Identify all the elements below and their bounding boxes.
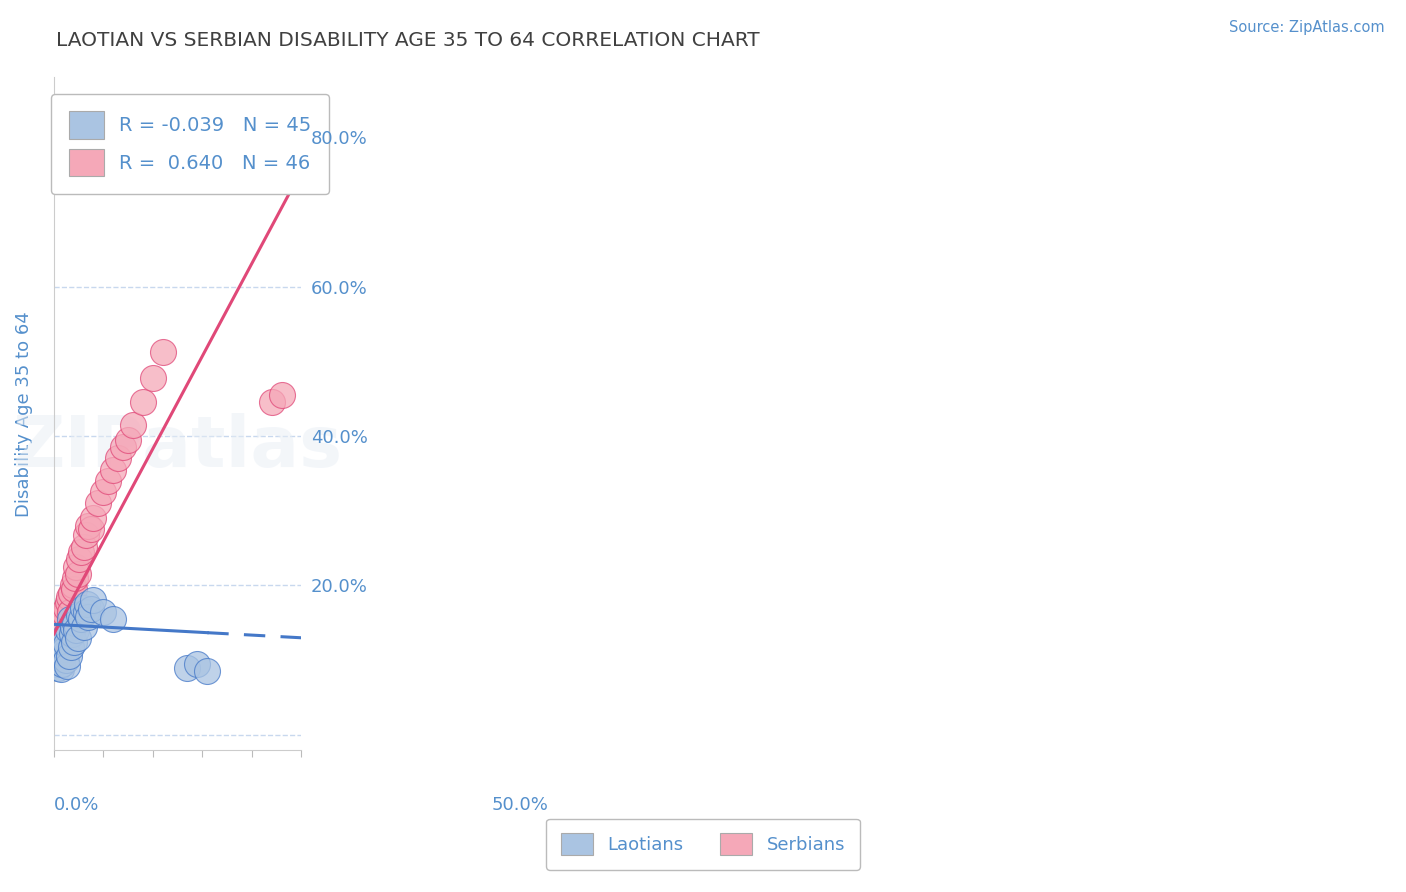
Point bbox=[82, 511, 104, 525]
Point bbox=[44, 646, 66, 660]
Point bbox=[103, 612, 125, 626]
Point bbox=[152, 345, 174, 359]
Point bbox=[45, 624, 67, 638]
Point bbox=[107, 451, 129, 466]
Point bbox=[66, 567, 89, 582]
Point bbox=[49, 619, 72, 633]
Point bbox=[45, 638, 67, 652]
Point bbox=[91, 485, 114, 500]
Point bbox=[60, 586, 83, 600]
Point bbox=[59, 612, 82, 626]
Point bbox=[52, 617, 75, 632]
Point bbox=[52, 624, 75, 639]
Point bbox=[49, 640, 72, 654]
Point bbox=[77, 610, 100, 624]
Point bbox=[67, 608, 90, 623]
Point bbox=[45, 647, 67, 661]
Point bbox=[45, 649, 67, 664]
Point bbox=[44, 653, 66, 667]
Point bbox=[60, 627, 83, 641]
Point bbox=[48, 627, 70, 641]
Point bbox=[176, 661, 198, 675]
Point bbox=[195, 665, 218, 679]
Y-axis label: Disability Age 35 to 64: Disability Age 35 to 64 bbox=[15, 310, 32, 516]
Point bbox=[44, 653, 66, 667]
Point bbox=[75, 527, 97, 541]
Point bbox=[66, 631, 89, 645]
Point bbox=[51, 657, 73, 671]
Point bbox=[55, 653, 77, 667]
Point bbox=[76, 597, 98, 611]
Point bbox=[97, 474, 120, 488]
Point bbox=[44, 649, 66, 664]
Point bbox=[70, 612, 93, 626]
Point bbox=[52, 647, 75, 661]
Point bbox=[65, 559, 87, 574]
Point bbox=[46, 655, 69, 669]
Point bbox=[132, 395, 155, 409]
Point bbox=[260, 395, 283, 409]
Point bbox=[77, 518, 100, 533]
Point bbox=[62, 634, 84, 648]
Point bbox=[56, 624, 79, 638]
Point bbox=[59, 605, 82, 619]
Point bbox=[55, 601, 77, 615]
Point bbox=[117, 433, 139, 447]
Point bbox=[91, 605, 114, 619]
Point bbox=[122, 417, 145, 432]
Point bbox=[62, 578, 84, 592]
Point bbox=[48, 634, 70, 648]
Point bbox=[62, 582, 84, 597]
Point bbox=[67, 552, 90, 566]
Point bbox=[56, 595, 79, 609]
Point bbox=[46, 661, 69, 675]
Point bbox=[46, 647, 69, 661]
Point bbox=[80, 602, 103, 616]
Point bbox=[270, 388, 292, 402]
Point bbox=[103, 463, 125, 477]
Legend: R = -0.039   N = 45, R =  0.640   N = 46: R = -0.039 N = 45, R = 0.640 N = 46 bbox=[51, 94, 329, 194]
Point bbox=[63, 615, 86, 630]
Point bbox=[58, 590, 80, 604]
Point bbox=[186, 657, 208, 671]
Point bbox=[49, 662, 72, 676]
Point bbox=[46, 640, 69, 654]
Point bbox=[55, 637, 77, 651]
Point bbox=[45, 657, 67, 671]
Point bbox=[49, 644, 72, 658]
Point bbox=[62, 619, 84, 633]
Point bbox=[75, 605, 97, 619]
Point bbox=[72, 540, 94, 554]
Legend: Laotians, Serbians: Laotians, Serbians bbox=[547, 819, 859, 870]
Text: 50.0%: 50.0% bbox=[492, 796, 548, 814]
Point bbox=[53, 642, 76, 657]
Point bbox=[44, 631, 66, 645]
Text: ZIPatlas: ZIPatlas bbox=[13, 413, 343, 482]
Text: Source: ZipAtlas.com: Source: ZipAtlas.com bbox=[1229, 20, 1385, 35]
Point bbox=[72, 601, 94, 615]
Point bbox=[60, 640, 83, 654]
Point bbox=[44, 642, 66, 657]
Point bbox=[70, 545, 93, 559]
Text: LAOTIAN VS SERBIAN DISABILITY AGE 35 TO 64 CORRELATION CHART: LAOTIAN VS SERBIAN DISABILITY AGE 35 TO … bbox=[56, 31, 759, 50]
Point bbox=[45, 638, 67, 652]
Point bbox=[51, 612, 73, 626]
Point bbox=[46, 634, 69, 648]
Point bbox=[52, 631, 75, 645]
Point bbox=[112, 440, 135, 454]
Point bbox=[53, 607, 76, 621]
Point bbox=[82, 593, 104, 607]
Point bbox=[58, 649, 80, 664]
Point bbox=[46, 642, 69, 657]
Point bbox=[49, 634, 72, 648]
Point bbox=[142, 371, 165, 385]
Point bbox=[72, 619, 94, 633]
Point bbox=[63, 571, 86, 585]
Text: 0.0%: 0.0% bbox=[53, 796, 100, 814]
Point bbox=[80, 523, 103, 537]
Point bbox=[87, 496, 110, 510]
Point bbox=[55, 659, 77, 673]
Point bbox=[51, 651, 73, 665]
Point bbox=[65, 624, 87, 638]
